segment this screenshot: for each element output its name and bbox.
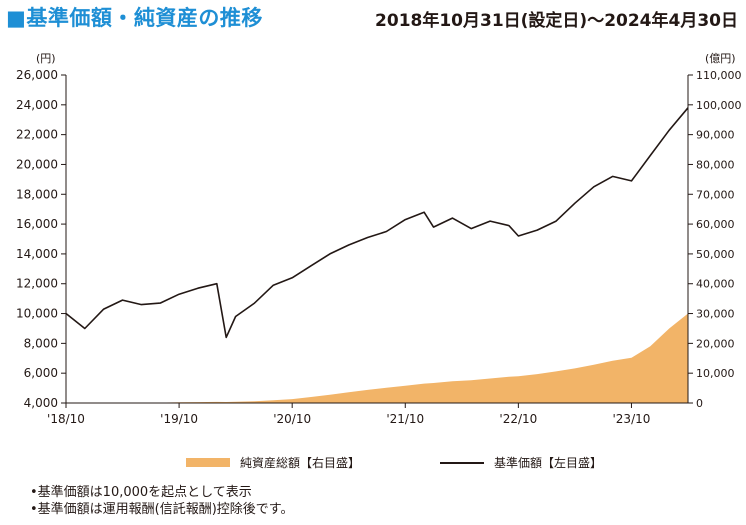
axis-layer: 4,000 6,000 8,000 10,000 12,000 14,000 16,000 1… <box>16 68 742 426</box>
right-tick-label: 110,000 <box>696 69 742 82</box>
nav-line-layer <box>65 107 689 339</box>
footnote-1: •基準価額は10,000を起点として表示 <box>30 485 252 500</box>
footnotes: •基準価額は10,000を起点として表示 •基準価額は運用報酬(信託報酬)控除後… <box>30 484 294 518</box>
x-tick-label: '19/10 <box>160 412 198 426</box>
right-tick-label: 80,000 <box>696 158 735 171</box>
left-tick-label: 8,000 <box>24 336 58 350</box>
net-assets-swatch <box>186 458 230 467</box>
x-tick-label: '18/10 <box>47 412 85 426</box>
nav-line <box>65 107 689 339</box>
right-tick-label: 20,000 <box>696 337 735 350</box>
left-tick-label: 4,000 <box>24 396 58 410</box>
period-label: 2018年10月31日(設定日)〜2024年4月30日 <box>375 11 738 31</box>
left-axis-unit: (円) <box>36 52 56 65</box>
right-tick-label: 10,000 <box>696 367 735 380</box>
left-tick-label: 20,000 <box>16 157 58 171</box>
net-assets-area <box>66 313 688 403</box>
right-tick-label: 0 <box>696 397 703 410</box>
right-tick-label: 50,000 <box>696 248 735 261</box>
x-tick-label: '22/10 <box>499 412 537 426</box>
left-tick-label: 26,000 <box>16 68 58 82</box>
right-tick-label: 90,000 <box>696 129 735 142</box>
legend-nav-label: 基準価額【左目盛】 <box>494 456 603 470</box>
right-tick-label: 40,000 <box>696 278 735 291</box>
left-tick-label: 18,000 <box>16 187 58 201</box>
footnote-2: •基準価額は運用報酬(信託報酬)控除後です。 <box>30 502 294 517</box>
legend-net-assets: 純資産総額【右目盛】 <box>186 454 360 471</box>
left-tick-label: 10,000 <box>16 307 58 321</box>
legend-net-assets-label: 純資産総額【右目盛】 <box>240 456 361 470</box>
x-tick-label: '21/10 <box>386 412 424 426</box>
right-axis-unit: (億円) <box>705 52 736 65</box>
left-tick-label: 12,000 <box>16 277 58 291</box>
page-title: ■基準価額・純資産の推移 <box>6 6 263 30</box>
x-tick-label: '20/10 <box>273 412 311 426</box>
left-tick-label: 22,000 <box>16 128 58 142</box>
nav-swatch <box>440 461 484 464</box>
right-tick-label: 70,000 <box>696 188 735 201</box>
left-tick-label: 24,000 <box>16 98 58 112</box>
right-tick-label: 100,000 <box>696 99 742 112</box>
right-tick-label: 30,000 <box>696 308 735 321</box>
left-tick-label: 16,000 <box>16 217 58 231</box>
legend-nav: 基準価額【左目盛】 <box>440 454 602 471</box>
left-tick-label: 14,000 <box>16 247 58 261</box>
left-tick-label: 6,000 <box>24 366 58 380</box>
x-tick-label: '23/10 <box>613 412 651 426</box>
net-assets-area-layer <box>66 313 688 403</box>
right-tick-label: 60,000 <box>696 218 735 231</box>
